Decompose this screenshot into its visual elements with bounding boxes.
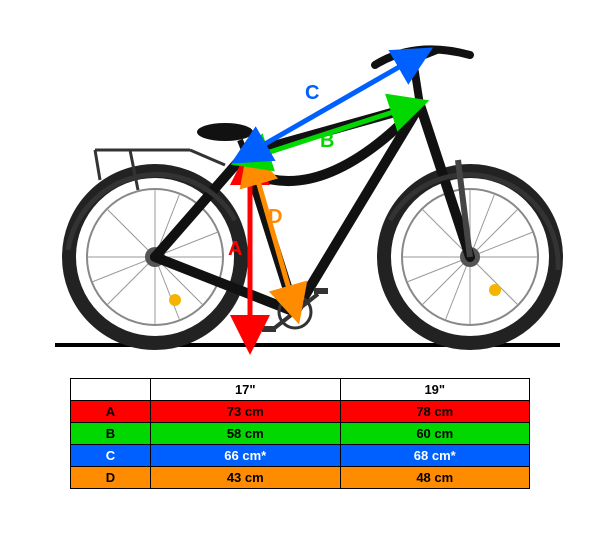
cell-17: 43 cm: [151, 467, 341, 489]
table-row: C 66 cm* 68 cm*: [71, 445, 530, 467]
label-B: B: [320, 130, 334, 153]
size-table: 17" 19" A 73 cm 78 cm B 58 cm 60 cm C 66…: [70, 378, 530, 489]
label-A: A: [228, 238, 242, 261]
arrow-D: [252, 160, 295, 310]
row-key: B: [71, 423, 151, 445]
table-header-row: 17" 19": [71, 379, 530, 401]
cell-19: 68 cm*: [340, 445, 530, 467]
figure-container: A B C D 17" 19" A 73 cm 78 cm B 58 cm 60…: [0, 0, 600, 540]
label-C: C: [305, 82, 319, 105]
arrow-overlay: [20, 10, 580, 370]
row-key: A: [71, 401, 151, 423]
label-D: D: [268, 206, 282, 229]
col-17: 17": [151, 379, 341, 401]
col-19: 19": [340, 379, 530, 401]
cell-19: 78 cm: [340, 401, 530, 423]
cell-19: 60 cm: [340, 423, 530, 445]
cell-17: 73 cm: [151, 401, 341, 423]
cell-19: 48 cm: [340, 467, 530, 489]
cell-17: 66 cm*: [151, 445, 341, 467]
table-row: A 73 cm 78 cm: [71, 401, 530, 423]
row-key: D: [71, 467, 151, 489]
bike-diagram: A B C D: [20, 10, 580, 370]
col-blank: [71, 379, 151, 401]
table-row: B 58 cm 60 cm: [71, 423, 530, 445]
cell-17: 58 cm: [151, 423, 341, 445]
row-key: C: [71, 445, 151, 467]
table-row: D 43 cm 48 cm: [71, 467, 530, 489]
